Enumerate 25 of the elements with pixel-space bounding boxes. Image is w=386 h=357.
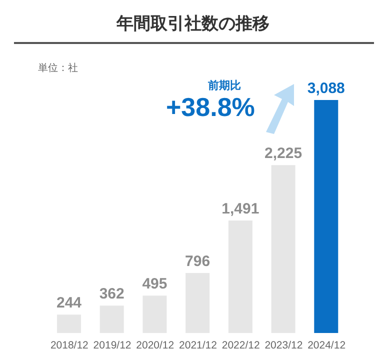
data-label: 796: [185, 252, 210, 270]
bar: [228, 220, 252, 333]
data-label: 1,491: [222, 200, 260, 218]
x-tick-label: 2024/12: [308, 339, 346, 352]
x-tick-label: 2019/12: [93, 339, 132, 352]
data-label: 2,225: [264, 145, 302, 162]
bar: [142, 296, 167, 333]
chart-title: 年間取引社数の推移: [115, 13, 270, 35]
text: 単位：社: [38, 62, 78, 75]
bar: [271, 165, 296, 333]
text: 前期比: [208, 78, 241, 93]
data-label: 244: [56, 294, 82, 312]
data-label: 3,088: [307, 80, 345, 97]
x-tick-label: 2018/12: [50, 339, 89, 352]
x-tick-label: 2020/12: [136, 339, 174, 352]
x-tick-label: 2022/12: [222, 339, 260, 352]
bar: [100, 306, 124, 333]
annotation: +38.8%: [166, 92, 255, 123]
data-label: 495: [142, 276, 168, 293]
bar: [57, 314, 81, 333]
data-label: 362: [99, 286, 124, 303]
bar: [186, 272, 210, 333]
x-tick-label: 2023/12: [264, 339, 303, 352]
bar: [314, 100, 338, 333]
x-tick-label: 2021/12: [179, 339, 218, 352]
